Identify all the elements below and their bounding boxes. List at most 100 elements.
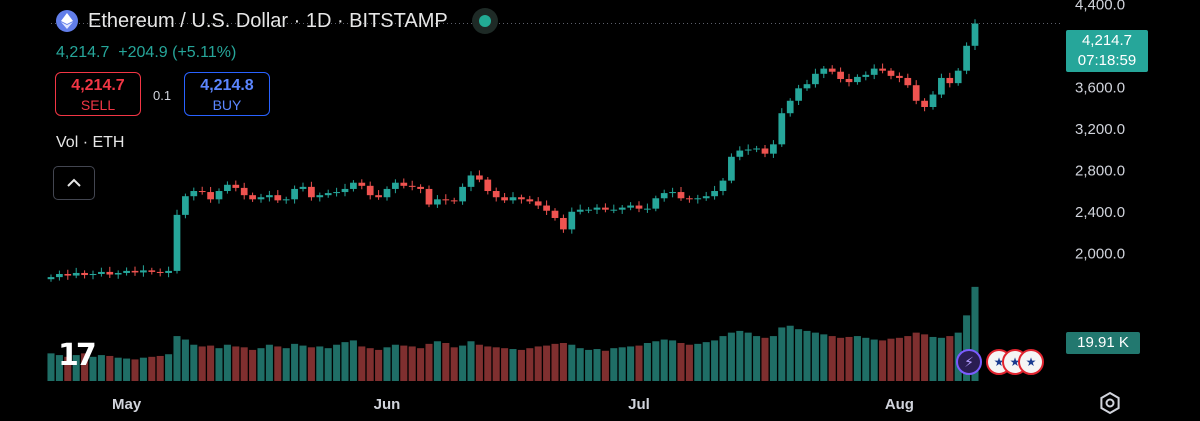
candle-body (946, 77, 954, 84)
candle-body (156, 271, 164, 273)
candle-body (501, 197, 508, 201)
x-tick-label: Jul (628, 396, 650, 413)
candle-body (224, 184, 231, 192)
volume-bar (223, 344, 231, 381)
candle-body (299, 186, 307, 189)
volume-bar (761, 337, 769, 381)
volume-bar (400, 345, 408, 381)
volume-bar (307, 347, 315, 381)
event-markers[interactable]: ⚡ ★ ★ ★ (956, 349, 1046, 379)
candle-body (89, 274, 97, 276)
y-tick-label: 2,400.0 (1075, 204, 1125, 221)
candle-body (274, 195, 282, 201)
sell-button[interactable]: 4,214.7 SELL (55, 72, 141, 116)
candle-body (198, 191, 206, 193)
volume-bar (585, 349, 593, 381)
volume-bar (744, 332, 752, 381)
candle-body (324, 193, 332, 196)
volume-bar (316, 346, 324, 381)
candle-body (131, 270, 139, 273)
volume-bar (694, 343, 702, 381)
volume-bar (769, 336, 777, 381)
us-flag-event-icon[interactable]: ★ (1018, 349, 1044, 375)
volume-bar (89, 356, 97, 381)
volume-bar (786, 325, 794, 381)
volume-bar (803, 330, 811, 381)
y-tick-label: 2,800.0 (1075, 162, 1125, 179)
candle-body (627, 205, 634, 208)
settings-icon[interactable] (1097, 390, 1123, 421)
collapse-legend-button[interactable] (53, 166, 95, 200)
volume-bar (274, 346, 282, 381)
candle-body (812, 73, 819, 85)
candle-body (677, 192, 685, 199)
candle-body (400, 182, 408, 186)
volume-bar (853, 336, 861, 381)
candle-body (526, 199, 534, 202)
candle-body (366, 185, 374, 196)
volume-bar (887, 338, 895, 381)
candle-body (694, 198, 702, 200)
order-quantity[interactable]: 0.1 (153, 88, 172, 103)
volume-bar (215, 348, 223, 381)
candle-body (392, 182, 399, 189)
lightning-event-icon[interactable]: ⚡ (956, 349, 982, 375)
candle-body (837, 71, 844, 79)
x-tick-label: May (112, 396, 142, 413)
volume-bar (946, 336, 954, 381)
volume-bar (55, 355, 63, 381)
volume-bar (895, 337, 903, 381)
candle-body (282, 199, 290, 201)
candle-body (635, 205, 643, 209)
candle-body (358, 182, 366, 186)
volume-bar (114, 357, 122, 381)
volume-bar (450, 347, 458, 381)
candle-body (803, 84, 811, 89)
candle-body (383, 188, 391, 198)
volume-bar (610, 348, 618, 381)
volume-bar (736, 330, 744, 381)
volume-bar (517, 349, 525, 381)
volume-bar (921, 334, 929, 381)
tradingview-logo[interactable]: 17 (58, 338, 97, 373)
volume-bar (963, 315, 971, 381)
volume-bar (72, 355, 80, 381)
volume-bar (391, 344, 399, 381)
volume-bar (81, 353, 89, 381)
candle-body (660, 193, 668, 199)
y-tick-label: 3,200.0 (1075, 121, 1125, 138)
symbol-header: Ethereum / U.S. Dollar · 1D · BITSTAMP (56, 8, 498, 34)
candle-body (333, 192, 340, 194)
volume-legend[interactable]: Vol · ETH (56, 134, 125, 151)
candle-body (644, 208, 651, 210)
volume-bar (106, 355, 114, 381)
volume-bar (156, 355, 164, 381)
candle-body (434, 199, 441, 205)
candle-body (820, 68, 828, 74)
volume-bar (937, 337, 945, 381)
candle-body (786, 100, 794, 114)
candle-body (761, 148, 769, 154)
volume-bar (778, 327, 786, 381)
volume-bar (593, 349, 601, 381)
symbol-title[interactable]: Ethereum / U.S. Dollar · 1D · BITSTAMP (88, 9, 448, 32)
live-status-icon[interactable] (471, 8, 498, 34)
candle-body (190, 191, 198, 197)
volume-bar (257, 348, 265, 381)
candle-body (476, 175, 483, 180)
candle-body (728, 156, 735, 181)
volume-bar (64, 356, 72, 381)
candle-body (828, 68, 836, 72)
candle-body (98, 271, 105, 274)
volume-bar (282, 348, 290, 381)
volume-bar (702, 342, 710, 381)
candle-body (954, 70, 962, 84)
volume-bar (475, 344, 483, 381)
candle-body (744, 149, 752, 151)
volume-bar (551, 343, 559, 381)
buy-button[interactable]: 4,214.8 BUY (184, 72, 270, 116)
volume-bar (47, 353, 55, 381)
volume-bar (601, 350, 609, 381)
candle-body (736, 150, 744, 157)
